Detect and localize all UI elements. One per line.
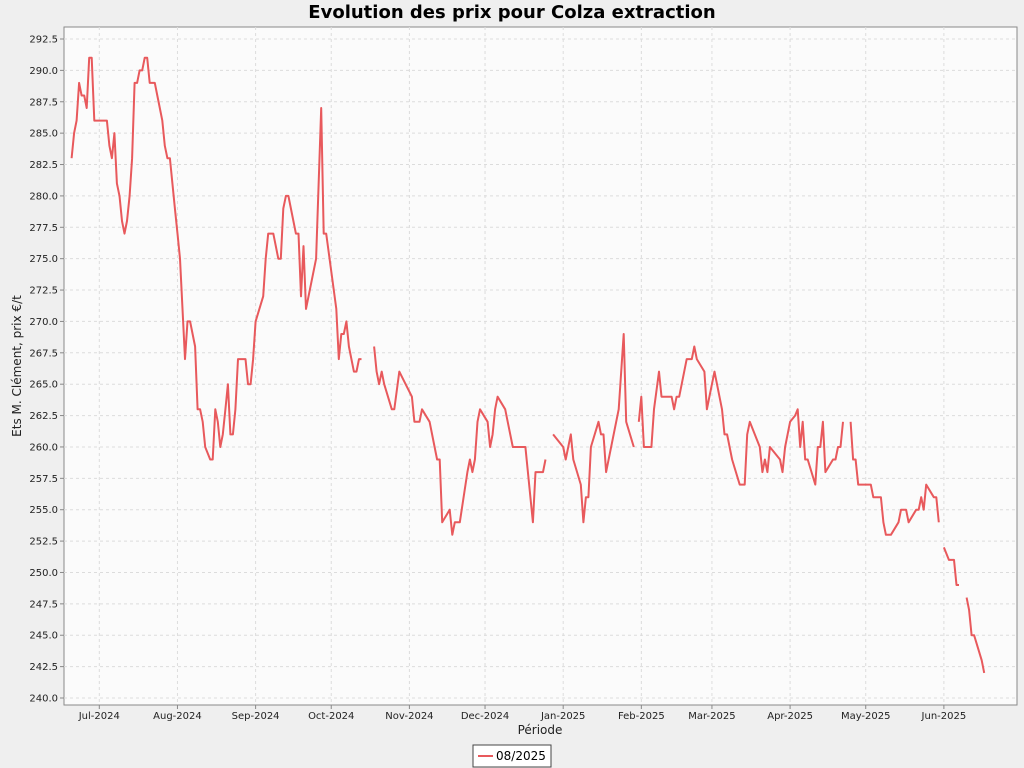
y-tick-label: 257.5 — [29, 474, 58, 485]
series-layer — [70, 56, 986, 674]
y-tick-label: 272.5 — [29, 286, 58, 297]
series-line-segment — [637, 345, 844, 486]
y-tick-label: 252.5 — [29, 537, 58, 548]
y-tick-label: 280.0 — [29, 191, 58, 202]
x-tick-label: Jul-2024 — [78, 711, 120, 722]
y-tick-label: 275.0 — [29, 254, 58, 265]
x-tick-label: Mar-2025 — [688, 711, 735, 722]
x-tick-label: Oct-2024 — [308, 711, 354, 722]
x-tick-label: Apr-2025 — [767, 711, 813, 722]
series-line-segment — [70, 56, 362, 461]
legend-label: 08/2025 — [496, 749, 546, 763]
y-tick-label: 277.5 — [29, 223, 58, 234]
y-axis: 240.0 242.5 245.0 247.5 250.0 252.5 255.0 257.5… — [29, 35, 64, 705]
chart-title: Evolution des prix pour Colza extraction — [308, 2, 715, 23]
y-tick-label: 282.5 — [29, 160, 58, 171]
series-line-segment — [373, 346, 547, 536]
y-tick-label: 255.0 — [29, 505, 58, 516]
y-tick-label: 287.5 — [29, 97, 58, 108]
y-tick-label: 247.5 — [29, 599, 58, 610]
legend-box — [472, 744, 552, 768]
y-tick-label: 265.0 — [29, 380, 58, 391]
y-tick-label: 270.0 — [29, 317, 58, 328]
series-line-segment — [942, 547, 959, 586]
x-tick-label: Jan-2025 — [540, 711, 585, 722]
plot-area — [63, 26, 1018, 706]
y-tick-label: 240.0 — [29, 694, 58, 705]
x-tick-label: Feb-2025 — [618, 711, 665, 722]
y-tick-label: 292.5 — [29, 35, 58, 46]
series-line-segment — [965, 597, 986, 674]
x-tick-label: Jun-2025 — [921, 711, 967, 722]
series-line — [70, 56, 986, 674]
y-tick-label: 245.0 — [29, 631, 58, 642]
x-axis: Jul-2024 Aug-2024 Sep-2024 Oct-2024 Nov-2024… — [78, 705, 966, 722]
series-line-segment — [552, 333, 635, 524]
x-axis-label: Période — [518, 723, 563, 737]
grid — [64, 27, 1017, 705]
x-tick-label: Aug-2024 — [153, 711, 202, 722]
x-tick-label: May-2025 — [841, 711, 891, 722]
y-tick-label: 242.5 — [29, 662, 58, 673]
x-tick-label: Dec-2024 — [461, 711, 509, 722]
y-tick-label: 267.5 — [29, 348, 58, 359]
y-tick-label: 260.0 — [29, 442, 58, 453]
y-tick-label: 262.5 — [29, 411, 58, 422]
y-tick-label: 290.0 — [29, 66, 58, 77]
x-tick-label: Nov-2024 — [385, 711, 433, 722]
y-axis-label: Ets M. Clément, prix €/t — [10, 295, 24, 437]
legend: 08/2025 — [472, 744, 552, 768]
y-tick-label: 285.0 — [29, 129, 58, 140]
x-tick-label: Sep-2024 — [232, 711, 280, 722]
series-line-segment — [849, 421, 940, 536]
y-tick-label: 250.0 — [29, 568, 58, 579]
